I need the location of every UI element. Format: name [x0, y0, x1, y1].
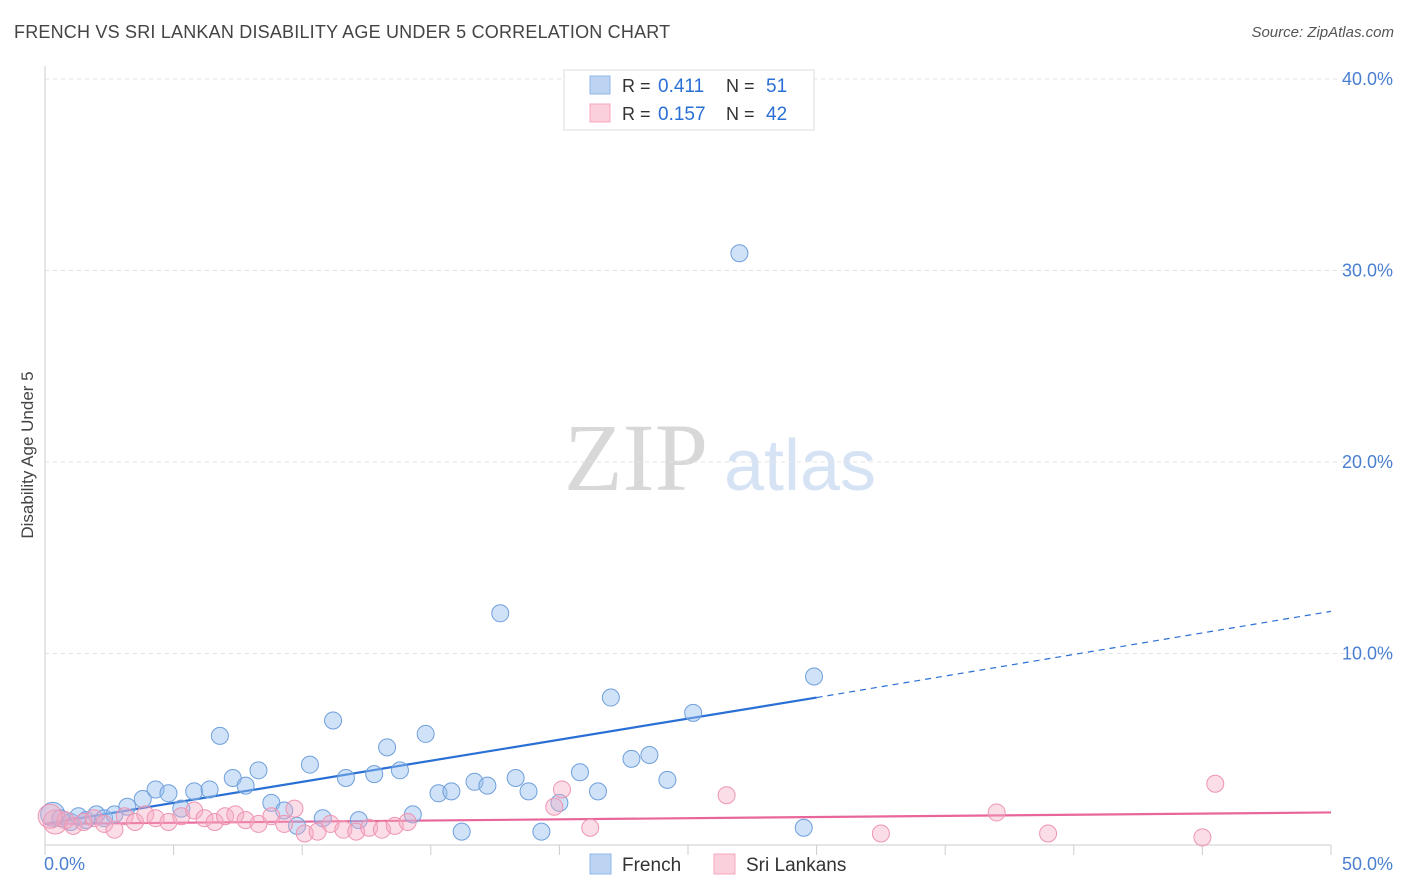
point-french: [133, 790, 152, 809]
point-french: [506, 768, 525, 787]
legend-r-label: R =: [622, 76, 651, 96]
point-french: [336, 768, 355, 787]
point-french: [794, 818, 813, 837]
legend-swatch-sri-lankans-bottom: [713, 853, 736, 875]
point-french: [249, 761, 268, 780]
point-french: [658, 770, 677, 789]
point-sri-lankans: [84, 809, 103, 828]
point-french: [185, 782, 204, 801]
point-french: [159, 784, 178, 803]
y-tick-labels: 10.0% 20.0% 30.0% 40.0%: [1342, 69, 1393, 664]
legend-n-label: N =: [726, 76, 755, 96]
point-french: [491, 604, 510, 623]
x-tick-label: 0.0%: [44, 854, 85, 874]
point-french: [532, 822, 551, 841]
point-french: [349, 811, 368, 830]
point-sri-lankans: [136, 805, 155, 824]
point-french: [730, 244, 749, 263]
point-french: [236, 776, 255, 795]
point-sri-lankans: [1206, 774, 1225, 793]
legend-r-label: R =: [622, 104, 651, 124]
y-tick-label: 20.0%: [1342, 452, 1393, 472]
point-french: [390, 761, 409, 780]
chart-title: FRENCH VS SRI LANKAN DISABILITY AGE UNDE…: [14, 22, 671, 42]
data-points: [37, 244, 1225, 847]
legend-n-value-sri-lankans: 42: [766, 104, 787, 125]
legend-n-label: N =: [726, 104, 755, 124]
point-french: [478, 776, 497, 795]
axes: [44, 66, 1332, 855]
legend-label-sri-lankans: Sri Lankans: [746, 855, 846, 876]
point-sri-lankans: [398, 813, 417, 832]
point-french: [684, 703, 703, 722]
trend-line-sri-lankans: [44, 811, 1332, 826]
point-sri-lankans: [126, 813, 145, 832]
point-sri-lankans: [552, 780, 571, 799]
legend-swatch-french-bottom: [589, 853, 612, 875]
watermark-zip: ZIP: [564, 404, 708, 511]
point-sri-lankans: [37, 803, 63, 829]
point-sri-lankans: [275, 814, 294, 833]
point-sri-lankans: [717, 786, 736, 805]
x-tick-label: 50.0%: [1342, 854, 1393, 874]
point-french: [570, 763, 589, 782]
point-french: [588, 782, 607, 801]
point-sri-lankans: [581, 818, 600, 837]
point-french: [601, 688, 620, 707]
y-tick-label: 10.0%: [1342, 644, 1393, 664]
point-french: [452, 822, 471, 841]
point-sri-lankans: [545, 797, 564, 816]
legend-swatch-french: [589, 75, 611, 95]
trend-lines: [44, 610, 1332, 826]
point-sri-lankans: [205, 813, 224, 832]
point-sri-lankans: [987, 803, 1006, 822]
point-sri-lankans: [185, 801, 204, 820]
point-french: [378, 738, 397, 757]
point-sri-lankans: [1193, 828, 1212, 847]
legend-r-value-sri-lankans: 0.157: [658, 104, 706, 125]
point-french: [442, 782, 461, 801]
point-french: [200, 780, 219, 799]
point-sri-lankans: [105, 820, 124, 839]
legend-swatch-sri-lankans: [589, 103, 611, 123]
legend-label-french: French: [622, 855, 681, 876]
point-french: [519, 782, 538, 801]
legend-r-value-french: 0.411: [658, 76, 704, 97]
source-credit: Source: ZipAtlas.com: [1251, 24, 1394, 41]
correlation-legend: R = 0.411 N = 51 R = 0.157 N = 42: [563, 69, 815, 131]
point-french: [95, 809, 114, 828]
point-sri-lankans: [115, 807, 134, 826]
trend-line-french: [44, 696, 817, 826]
point-french: [324, 711, 343, 730]
grid-lines: [45, 78, 1366, 654]
point-french: [210, 726, 229, 745]
point-sri-lankans: [195, 809, 214, 828]
legend-n-value-french: 51: [766, 76, 787, 97]
y-tick-label: 30.0%: [1342, 261, 1393, 281]
trend-line-french-extrapolated: [816, 610, 1332, 699]
point-french: [416, 724, 435, 743]
point-french: [622, 749, 641, 768]
y-tick-label: 40.0%: [1342, 69, 1393, 89]
point-french: [300, 755, 319, 774]
x-tick-labels: 0.0% 50.0%: [44, 854, 1393, 874]
point-french: [640, 745, 659, 764]
point-sri-lankans: [64, 816, 83, 835]
watermark-atlas: atlas: [724, 426, 876, 506]
point-sri-lankans: [95, 814, 114, 833]
point-sri-lankans: [871, 824, 890, 843]
point-french: [805, 667, 824, 686]
point-sri-lankans: [1039, 824, 1058, 843]
point-sri-lankans: [226, 805, 245, 824]
point-french: [365, 765, 384, 784]
point-sri-lankans: [74, 813, 93, 832]
point-sri-lankans: [285, 799, 304, 818]
series-legend: French Sri Lankans: [589, 853, 846, 876]
